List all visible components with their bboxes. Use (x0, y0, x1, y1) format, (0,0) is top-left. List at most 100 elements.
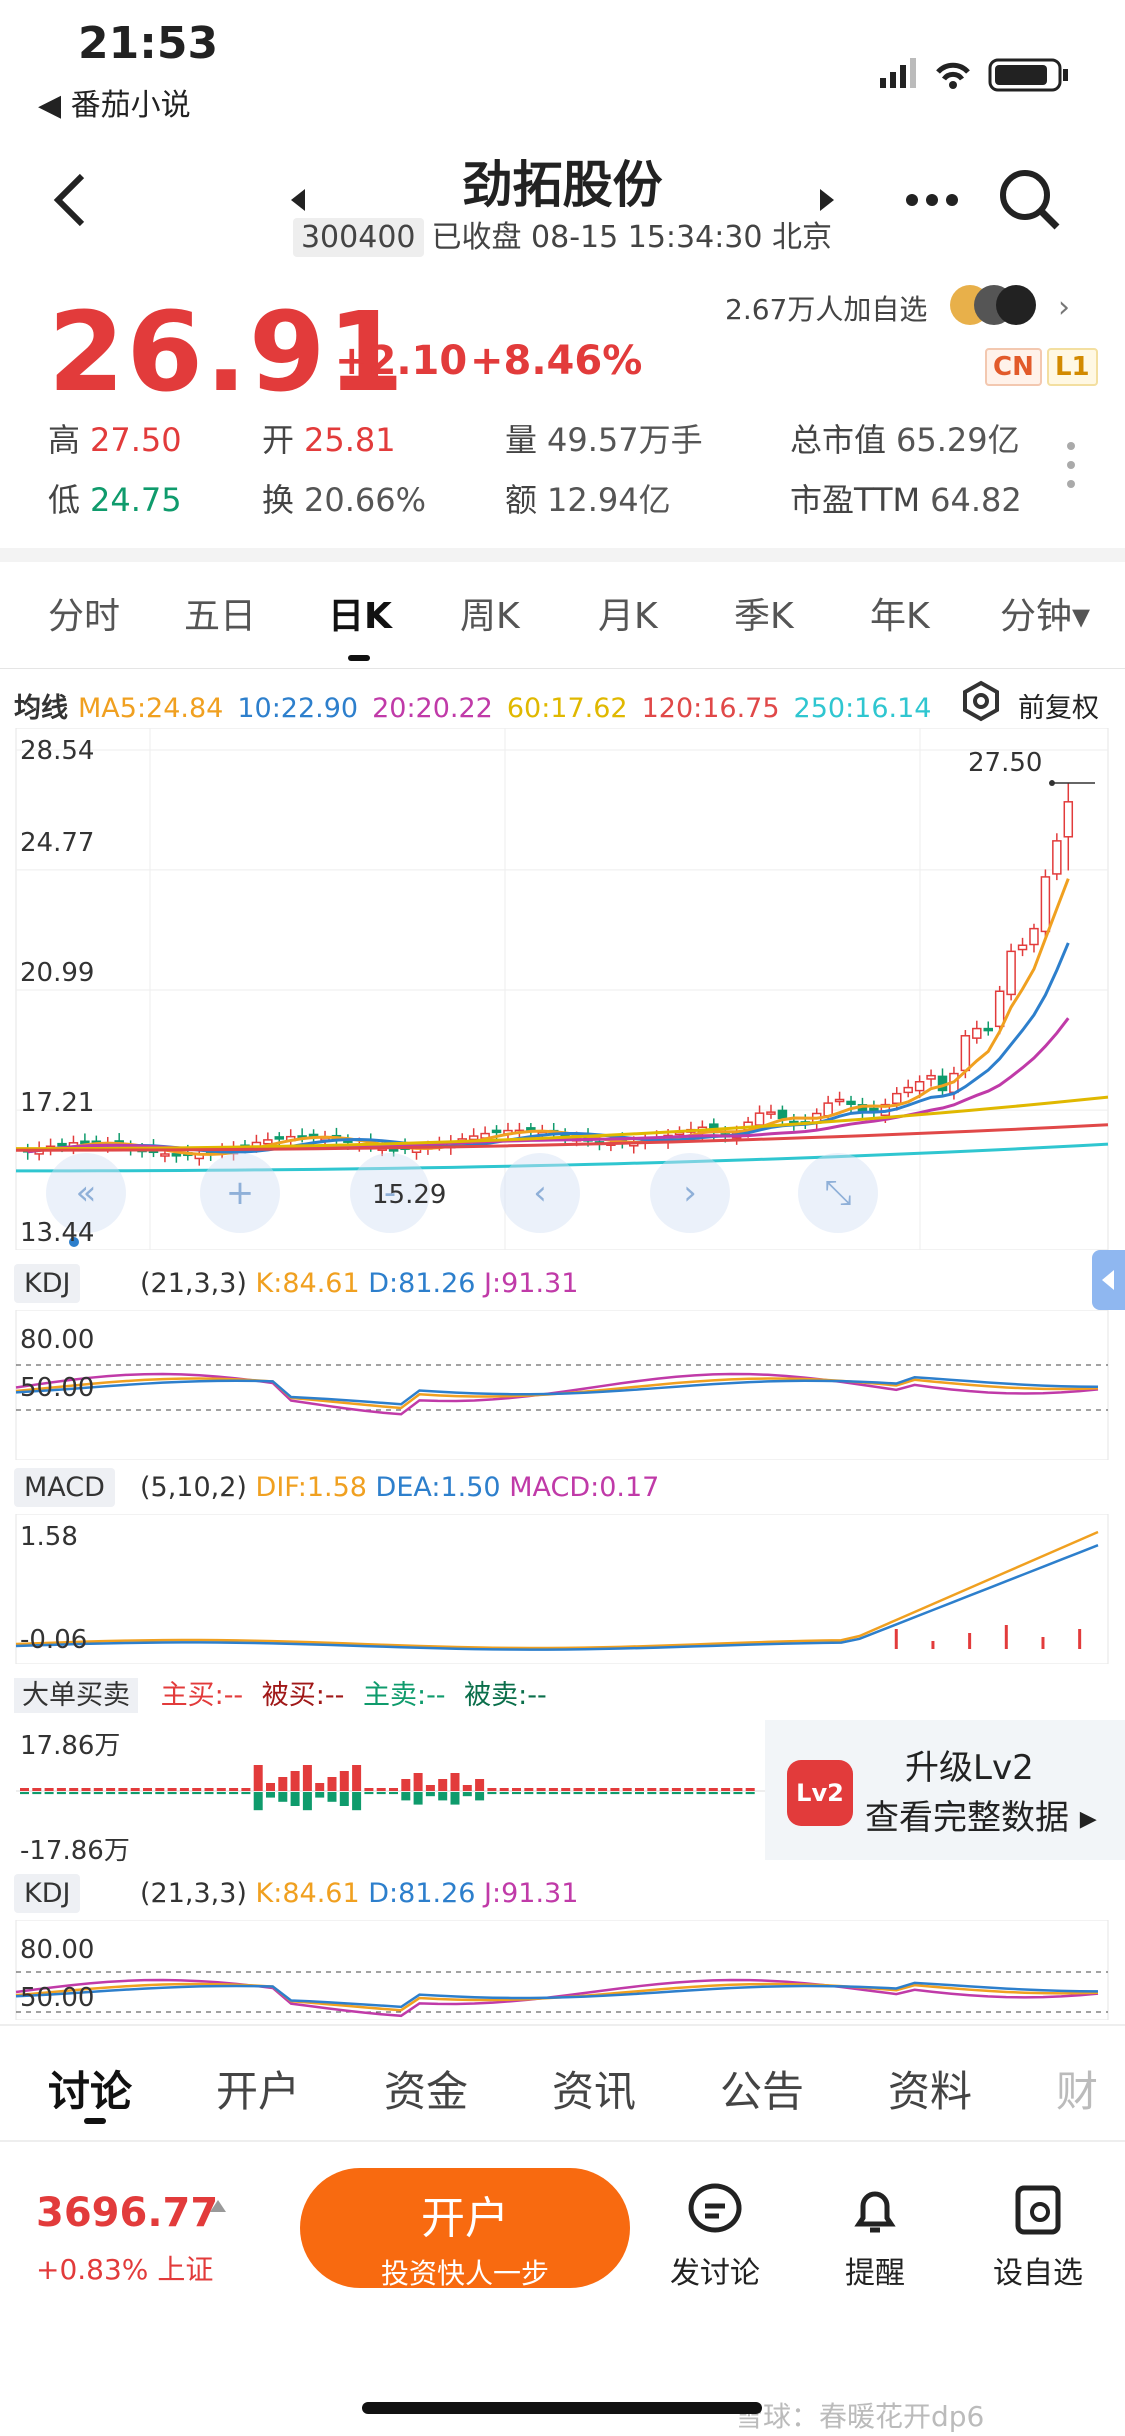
tab-finance[interactable]: 财 (1056, 2067, 1099, 2116)
candle-body (846, 1100, 856, 1105)
stat-amount: 额 12.94亿 (505, 481, 671, 519)
sell-bar (585, 1792, 595, 1795)
sell-bar (389, 1792, 398, 1795)
prev-stock-icon[interactable] (287, 185, 307, 219)
buy-bar (241, 1788, 251, 1791)
sell-bar (315, 1792, 325, 1798)
buy-bar (696, 1788, 706, 1791)
candlestick-chart[interactable]: « + - ‹ › ⤡ (0, 728, 1125, 1250)
kdj-chart[interactable] (0, 1310, 1125, 1460)
tab-weekly-k[interactable]: 周K (460, 596, 520, 637)
tab-announcements[interactable]: 公告 (720, 2067, 805, 2116)
oscillator-line (15, 1375, 1099, 1406)
buy-bar (118, 1788, 128, 1791)
open-account-button[interactable]: 开户 投资快人一步 (300, 2168, 630, 2290)
settings-hex-icon[interactable] (960, 680, 1002, 726)
followers-count: 2.67万人加自选 (725, 293, 928, 326)
upgrade-lv2-panel[interactable]: Lv2 升级Lv2 查看完整数据 ▸ (765, 1720, 1125, 1860)
tab-five-day[interactable]: 五日 (184, 596, 257, 637)
period-tabs: 分时 五日 日K 周K 月K 季K 年K 分钟▾ (0, 565, 1125, 665)
candle-body (1063, 801, 1074, 838)
sell-bar (155, 1792, 165, 1795)
adjust-mode[interactable]: 前复权 (1018, 693, 1099, 724)
post-discussion-button[interactable]: 发讨论 (645, 2180, 785, 2292)
bigorder-label[interactable]: 大单买卖 (14, 1678, 138, 1713)
stock-name: 劲拓股份 (462, 156, 663, 214)
chart-nav-icon: « (76, 1173, 97, 1213)
sell-bar (450, 1792, 460, 1805)
tab-minute[interactable]: 分钟▾ (1000, 596, 1091, 637)
indicator-frame (15, 1310, 1109, 1460)
sell-bar (462, 1792, 472, 1797)
tab-news[interactable]: 资讯 (552, 2067, 637, 2116)
next-stock-icon[interactable] (818, 185, 838, 219)
tab-discussion[interactable]: 讨论 (48, 2067, 133, 2116)
tab-quarterly-k[interactable]: 季K (734, 596, 794, 637)
sell-bar (69, 1792, 79, 1795)
sell-bar (524, 1792, 534, 1795)
divider (0, 668, 1125, 669)
buy-bar (548, 1788, 558, 1791)
index-value[interactable]: 3696.77 (36, 2190, 219, 2236)
sell-bar (438, 1792, 448, 1801)
sell-bar (598, 1792, 608, 1795)
tab-funds[interactable]: 资金 (384, 2067, 469, 2116)
back-icon[interactable] (50, 170, 90, 234)
buy-bar (192, 1788, 202, 1791)
buy-bar (179, 1788, 189, 1791)
status-time: 21:53 (78, 18, 219, 69)
chevron-right-icon[interactable]: › (1058, 290, 1070, 325)
buy-bar (32, 1788, 42, 1791)
ma-line (15, 1095, 1109, 1151)
side-panel-toggle-icon[interactable] (1092, 1250, 1125, 1310)
bigorder-axis-tick: 17.86万 (20, 1731, 121, 1761)
candle-body (960, 1035, 971, 1072)
back-to-app-link[interactable]: ◀ 番茄小说 (38, 88, 191, 123)
macd-indicator-label[interactable]: MACD (14, 1468, 115, 1507)
watchlist-icon (1015, 2185, 1061, 2235)
tab-daily-k[interactable]: 日K (328, 596, 392, 637)
kdj-indicator-label[interactable]: KDJ (14, 1264, 81, 1303)
tab-open-account[interactable]: 开户 (216, 2067, 301, 2116)
sell-bar (647, 1792, 657, 1795)
price-axis-tick: 17.21 (20, 1088, 95, 1118)
sell-bar (93, 1792, 103, 1795)
buy-bar (167, 1788, 177, 1791)
tab-yearly-k[interactable]: 年K (870, 596, 930, 637)
bigorder-legend: 大单买卖 主买:-- 被买:-- 主卖:-- 被卖:-- (14, 1673, 547, 1713)
buy-bar (143, 1788, 152, 1791)
dea-line (15, 1544, 1099, 1651)
add-watchlist-button[interactable]: 设自选 (968, 2180, 1108, 2292)
last-price: 26.91 (48, 288, 406, 416)
more-icon[interactable] (902, 175, 962, 229)
stock-code: 300400 (292, 218, 424, 257)
kdj2-axis-tick: 50.00 (20, 1983, 95, 2013)
chart-nav-button (200, 1153, 280, 1233)
alert-button[interactable]: 提醒 (805, 2180, 945, 2292)
tab-profile[interactable]: 资料 (888, 2067, 973, 2116)
kdj2-chart[interactable] (0, 1920, 1125, 2020)
expand-dots-icon[interactable] (1065, 440, 1077, 494)
ma-line (27, 942, 1070, 1154)
macd-axis-tick: 1.58 (20, 1522, 78, 1552)
tab-monthly-k[interactable]: 月K (598, 596, 658, 637)
buy-bar (339, 1771, 349, 1791)
kdj2-indicator-label[interactable]: KDJ (14, 1874, 81, 1913)
buy-bar (266, 1783, 275, 1791)
sell-bar (143, 1792, 152, 1795)
bigorder-chart (16, 1765, 765, 1811)
sell-bar (376, 1792, 386, 1795)
kdj-legend: (21,3,3) K:84.61 D:81.26 J:91.31 (140, 1268, 579, 1299)
search-icon[interactable] (995, 165, 1065, 239)
candle-body (80, 1140, 90, 1145)
sell-bar (425, 1792, 435, 1797)
buy-bar (462, 1785, 472, 1791)
buy-bar (401, 1779, 411, 1791)
macd-chart[interactable] (0, 1514, 1125, 1664)
price-axis-tick: 28.54 (20, 736, 95, 766)
sell-bar (302, 1792, 312, 1811)
divider (0, 2140, 1125, 2142)
tab-fenshi[interactable]: 分时 (48, 596, 121, 637)
candle-body (1040, 876, 1051, 933)
active-tab-indicator (84, 2118, 106, 2124)
